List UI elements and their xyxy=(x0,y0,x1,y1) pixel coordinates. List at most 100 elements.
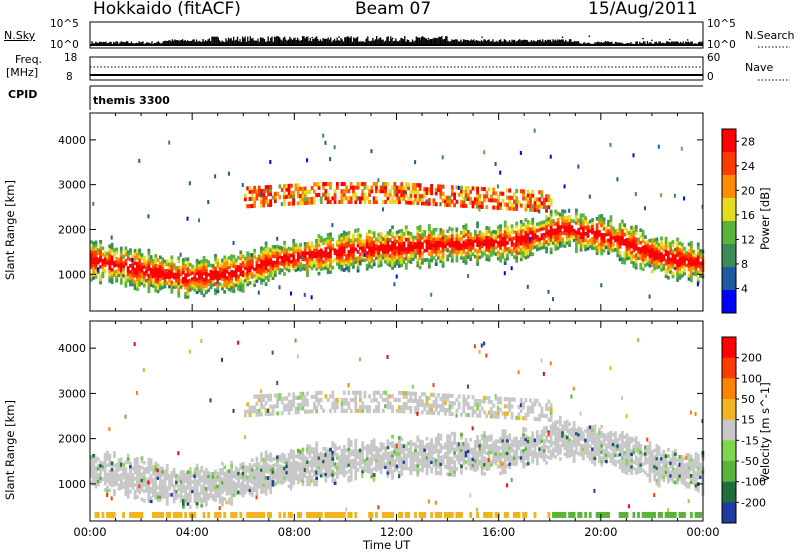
nsky-bar xyxy=(170,41,172,45)
data-cell xyxy=(326,181,330,187)
data-cell xyxy=(634,243,638,248)
data-cell xyxy=(393,242,397,246)
data-cell xyxy=(202,511,206,518)
data-cell xyxy=(579,241,583,246)
data-cell xyxy=(655,256,659,260)
data-cell xyxy=(106,450,109,455)
data-cell xyxy=(280,478,284,482)
data-cell xyxy=(650,247,654,252)
data-cell xyxy=(119,457,123,462)
data-cell xyxy=(193,266,197,270)
data-cell xyxy=(262,266,266,270)
data-cell xyxy=(184,263,188,268)
data-cell xyxy=(425,201,429,206)
data-cell xyxy=(221,283,224,288)
data-cell xyxy=(264,241,268,246)
data-cell xyxy=(158,280,162,285)
data-cell xyxy=(296,402,300,408)
data-cell xyxy=(264,276,268,280)
data-cell xyxy=(625,228,629,233)
data-cell xyxy=(609,221,613,226)
data-cell xyxy=(124,249,128,254)
data-cell xyxy=(322,263,325,267)
data-cell xyxy=(312,182,316,187)
data-cell xyxy=(124,284,128,288)
data-cell xyxy=(370,471,374,476)
data-cell xyxy=(269,474,273,479)
data-cell xyxy=(388,232,392,236)
data-cell xyxy=(363,181,367,187)
data-cell xyxy=(112,511,116,518)
data-cell xyxy=(227,497,231,502)
data-cell xyxy=(296,245,300,250)
data-cell xyxy=(485,229,489,233)
data-cell xyxy=(223,261,227,266)
data-cell xyxy=(577,240,581,245)
data-cell xyxy=(92,266,96,271)
data-cell xyxy=(600,239,604,243)
data-cell xyxy=(552,238,555,242)
data-cell xyxy=(515,240,519,245)
nsky-bar xyxy=(173,40,175,45)
data-cell xyxy=(186,498,190,503)
data-cell xyxy=(506,256,509,261)
data-cell xyxy=(92,460,96,464)
data-cell xyxy=(232,511,236,518)
data-cell xyxy=(388,257,392,261)
data-cell xyxy=(221,487,224,491)
data-cell xyxy=(430,187,434,192)
nsky-bar xyxy=(644,41,646,45)
data-cell xyxy=(273,195,277,200)
data-cell xyxy=(377,235,381,240)
data-cell xyxy=(135,469,139,474)
data-cell xyxy=(345,257,348,261)
data-cell xyxy=(90,471,93,476)
data-cell xyxy=(283,198,286,203)
data-cell xyxy=(439,243,443,248)
nsky-bar xyxy=(296,37,299,45)
data-cell xyxy=(223,465,227,470)
data-cell xyxy=(526,203,530,209)
data-cell xyxy=(246,204,250,209)
data-cell xyxy=(409,260,413,264)
data-cell xyxy=(310,263,314,268)
nsky-bar xyxy=(326,38,328,45)
data-cell xyxy=(198,472,201,477)
data-cell xyxy=(434,262,438,266)
data-cell xyxy=(471,239,475,244)
data-cell xyxy=(692,259,696,263)
data-cell xyxy=(476,186,479,191)
data-cell xyxy=(156,498,160,503)
data-cell xyxy=(299,391,302,397)
data-cell xyxy=(246,465,250,470)
data-cell xyxy=(262,394,266,399)
data-cell xyxy=(315,450,319,455)
data-cell xyxy=(524,227,528,232)
velocity-colorbar-tick-label: -50 xyxy=(741,455,759,468)
data-cell xyxy=(368,261,371,265)
nsky-bar xyxy=(169,40,171,45)
data-cell xyxy=(289,452,293,456)
data-cell xyxy=(372,397,376,403)
data-cell xyxy=(204,265,208,269)
data-cell xyxy=(641,236,645,240)
data-cell xyxy=(591,218,594,222)
data-cell xyxy=(248,186,252,191)
data-cell xyxy=(289,201,293,206)
data-cell xyxy=(94,459,98,464)
data-cell xyxy=(526,193,530,198)
data-cell xyxy=(331,450,335,455)
data-cell xyxy=(655,262,659,267)
data-cell xyxy=(326,471,330,475)
data-cell xyxy=(211,279,215,284)
data-cell xyxy=(499,230,502,235)
data-cell xyxy=(524,255,528,260)
data-cell xyxy=(699,261,702,266)
data-cell xyxy=(653,247,656,252)
data-cell xyxy=(549,219,553,223)
data-cell xyxy=(515,237,519,241)
data-cell xyxy=(90,458,93,463)
data-cell xyxy=(216,279,219,284)
data-cell xyxy=(365,444,369,448)
data-cell xyxy=(358,236,362,241)
